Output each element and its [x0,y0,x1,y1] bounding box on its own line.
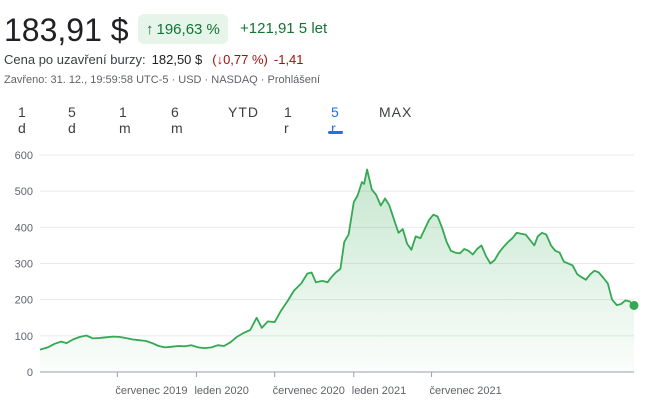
after-close-label: Cena po uzavření burzy: [4,52,146,67]
tab-1m[interactable]: 1 m [119,104,132,136]
after-close-percent: (↓0,77 %) [212,52,268,67]
tab-ytd[interactable]: YTD [228,104,259,120]
y-tick-label: 400 [15,222,33,234]
y-tick-label: 600 [15,150,33,162]
y-tick-label: 500 [15,186,33,198]
y-tick-label: 100 [15,331,33,343]
x-tick-label: leden 2021 [352,385,406,397]
x-tick-label: leden 2020 [194,385,248,397]
after-close-price: 182,50 $ [151,52,203,67]
after-close-change: -1,41 [273,52,304,67]
tab-6m[interactable]: 6 m [171,104,184,136]
price-chart: 0 100 200 300 400 500 600 červenec 2019 leden 2… [15,150,639,397]
y-tick-label: 200 [15,295,33,307]
x-tick-label: červenec 2020 [273,385,345,397]
current-price-dot [629,300,639,310]
disclaimer-link[interactable]: Prohlášení [267,74,321,86]
percent-change-badge: ↑ 196,63 % [138,14,228,44]
after-close-row: Cena po uzavření burzy: 182,50 $ (↓0,77 %)… [4,52,304,67]
tab-5d[interactable]: 5 d [68,104,77,136]
market-status-text: Zavřeno: 31. 12., 19:59:58 UTC-5 · USD ·… [4,74,268,86]
arrow-up-icon: ↑ [146,20,154,38]
y-tick-label: 300 [15,259,33,271]
y-axis: 0 100 200 300 400 500 600 [15,150,33,379]
price-line [39,168,635,351]
tab-5r[interactable]: 5 r [328,104,343,136]
tab-max[interactable]: MAX [379,104,413,120]
x-tick-label: červenec 2021 [430,385,502,397]
stock-price: 183,91 $ [4,12,129,48]
x-axis: červenec 2019 leden 2020 červenec 2020 lede… [115,372,502,397]
x-tick-label: červenec 2019 [115,385,187,397]
y-tick-label: 0 [27,367,33,379]
absolute-change: +121,91 5 let [240,20,328,37]
price-area [40,169,634,372]
percent-change-value: 196,63 % [156,20,220,38]
market-status: Zavřeno: 31. 12., 19:59:58 UTC-5 · USD ·… [4,74,320,86]
tab-1d[interactable]: 1 d [18,104,27,136]
tab-1r[interactable]: 1 r [284,104,293,136]
